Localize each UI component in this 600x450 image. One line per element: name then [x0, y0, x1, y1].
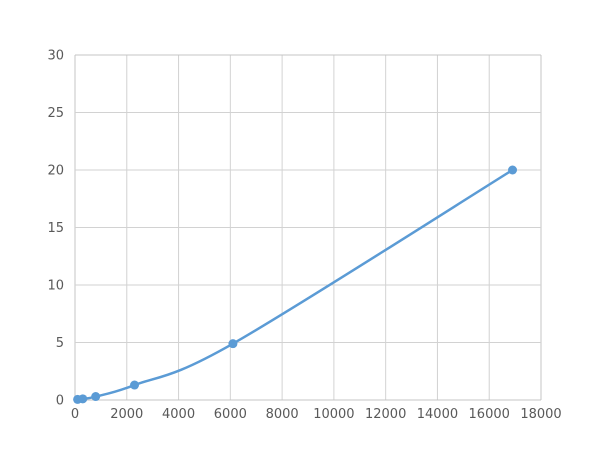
- x-tick-label: 18000: [520, 407, 561, 422]
- x-tick-label: 0: [71, 407, 79, 422]
- data-point-marker: [228, 339, 238, 349]
- y-tick-label: 0: [56, 394, 64, 409]
- x-tick-label: 10000: [313, 407, 354, 422]
- x-axis-tick-labels: 0 2000 4000 6000 8000 10000 12000 14000 16000 180…: [71, 407, 562, 422]
- x-tick-label: 14000: [417, 407, 458, 422]
- data-point-marker: [91, 392, 101, 402]
- y-tick-label: 30: [47, 49, 64, 64]
- y-tick-label: 5: [56, 336, 64, 351]
- chart-gridlines: [74, 54, 542, 401]
- y-tick-label: 20: [47, 164, 64, 179]
- data-point-marker: [78, 394, 88, 404]
- x-tick-label: 8000: [266, 407, 299, 422]
- x-tick-label: 16000: [469, 407, 510, 422]
- y-axis-tick-labels: 0 5 10 15 20 25 30: [47, 49, 64, 409]
- data-point-marker: [508, 165, 518, 175]
- x-tick-label: 2000: [110, 407, 143, 422]
- y-tick-label: 15: [47, 221, 64, 236]
- chart-series: [73, 165, 518, 404]
- y-tick-label: 10: [47, 279, 64, 294]
- x-tick-label: 6000: [214, 407, 247, 422]
- x-tick-label: 4000: [162, 407, 195, 422]
- x-tick-label: 12000: [365, 407, 406, 422]
- y-tick-label: 25: [47, 106, 64, 121]
- data-point-marker: [130, 380, 140, 390]
